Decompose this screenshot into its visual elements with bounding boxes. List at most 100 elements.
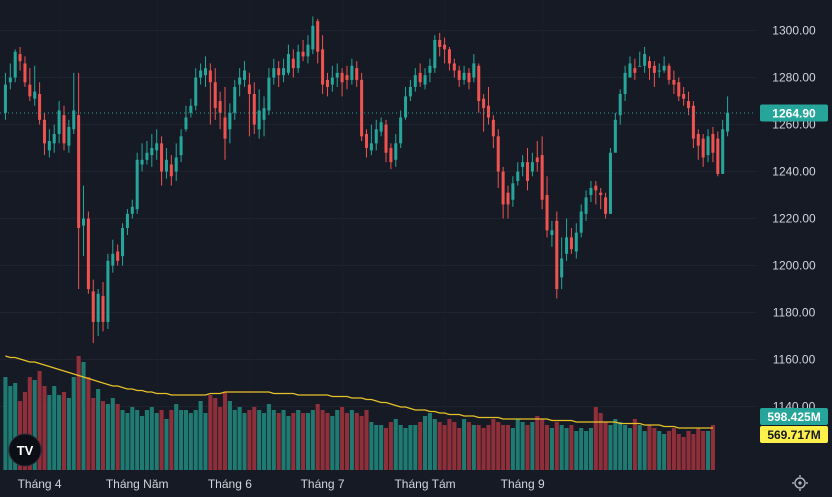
price-tick-label: 1160.00 xyxy=(773,353,816,367)
volume-bar xyxy=(71,377,76,470)
candle-body xyxy=(443,44,447,50)
volume-bar xyxy=(491,419,496,470)
candle xyxy=(189,98,193,118)
candle-body xyxy=(599,192,603,196)
volume-bar xyxy=(110,398,115,470)
candle xyxy=(72,72,76,134)
candle-body xyxy=(618,94,622,116)
settings-gear-icon[interactable] xyxy=(792,475,808,491)
candle xyxy=(726,96,730,137)
candle xyxy=(218,91,222,130)
candle-body xyxy=(569,237,573,250)
candle xyxy=(628,56,632,78)
candle-body xyxy=(501,171,505,205)
candle xyxy=(682,86,686,106)
candle xyxy=(511,176,515,207)
candle-body xyxy=(379,122,383,132)
candle-body xyxy=(628,63,632,78)
volume-bar xyxy=(266,404,271,470)
candle-body xyxy=(394,143,398,160)
candle-body xyxy=(687,101,691,109)
candle-body xyxy=(594,185,598,191)
candle-body xyxy=(62,115,66,144)
candle-body xyxy=(555,220,559,290)
tradingview-logo[interactable]: TV xyxy=(8,433,42,467)
candle-body xyxy=(574,232,578,252)
candle xyxy=(638,51,642,67)
volume-bar xyxy=(705,431,711,470)
volume-bar xyxy=(364,410,369,470)
volume-bar xyxy=(261,413,267,470)
candle xyxy=(325,72,329,97)
candle-body xyxy=(203,68,207,76)
candle xyxy=(545,176,549,238)
time-tick-label: Tháng 6 xyxy=(208,477,252,491)
candle-body xyxy=(433,39,437,69)
volume-bar xyxy=(369,422,374,470)
candle-body xyxy=(72,110,76,130)
volume-bar xyxy=(647,425,652,470)
price-axis[interactable]: 1140.001160.001180.001200.001220.001240.… xyxy=(772,24,816,414)
candle xyxy=(38,82,42,125)
volume-bar xyxy=(564,428,569,470)
volume-bar xyxy=(247,410,252,470)
candle-body xyxy=(311,25,315,50)
candle xyxy=(77,72,81,290)
candle xyxy=(86,211,90,294)
price-tick-label: 1300.00 xyxy=(772,24,816,38)
candle-body xyxy=(516,171,520,181)
candle xyxy=(13,49,17,83)
price-tick-label: 1200.00 xyxy=(772,259,816,273)
volume-bar xyxy=(91,398,96,470)
volume-bar xyxy=(310,410,315,470)
candle xyxy=(3,72,7,120)
volume-bar xyxy=(135,410,140,470)
candle-body xyxy=(511,183,515,200)
volume-bar xyxy=(710,425,715,470)
volume-bar xyxy=(452,422,457,470)
candle-body xyxy=(150,148,154,156)
volume-bar xyxy=(188,413,193,470)
volume-bar xyxy=(3,377,8,470)
candle xyxy=(565,218,569,261)
volume-bar xyxy=(383,428,389,470)
volume-bar xyxy=(398,425,403,470)
candle xyxy=(272,58,276,85)
volume-bar xyxy=(457,428,462,470)
candle xyxy=(355,61,359,87)
candle xyxy=(364,129,369,158)
volume-bar xyxy=(579,428,584,470)
candle xyxy=(472,54,476,83)
candle-body xyxy=(486,105,490,118)
candle-body xyxy=(706,136,710,156)
volume-bar xyxy=(349,410,354,470)
volume-bar xyxy=(100,401,106,470)
volume-bar xyxy=(403,428,408,470)
volume-bar xyxy=(379,425,384,470)
candle-body xyxy=(96,293,100,322)
volume-bar xyxy=(81,362,86,470)
candle xyxy=(647,56,652,80)
candle-body xyxy=(257,110,261,130)
candle-body xyxy=(604,197,608,214)
candle xyxy=(399,110,403,149)
candle xyxy=(199,63,203,85)
volume-bar xyxy=(115,404,120,470)
candles xyxy=(3,16,730,344)
candle-body xyxy=(447,49,451,64)
logo-text: TV xyxy=(17,443,34,458)
volume-bar xyxy=(301,413,306,470)
candle xyxy=(335,63,339,87)
candle-body xyxy=(140,159,144,165)
time-axis[interactable]: Tháng 4 Tháng Năm Tháng 6 Tháng 7 Tháng Tám T… xyxy=(18,477,545,491)
candle-body xyxy=(130,206,134,214)
volume-bar xyxy=(569,425,574,470)
volume-bar xyxy=(86,377,91,470)
candle xyxy=(67,119,71,153)
volume-bar xyxy=(276,413,281,470)
candle xyxy=(594,180,598,205)
candle xyxy=(267,68,271,116)
candle-body xyxy=(360,79,364,137)
